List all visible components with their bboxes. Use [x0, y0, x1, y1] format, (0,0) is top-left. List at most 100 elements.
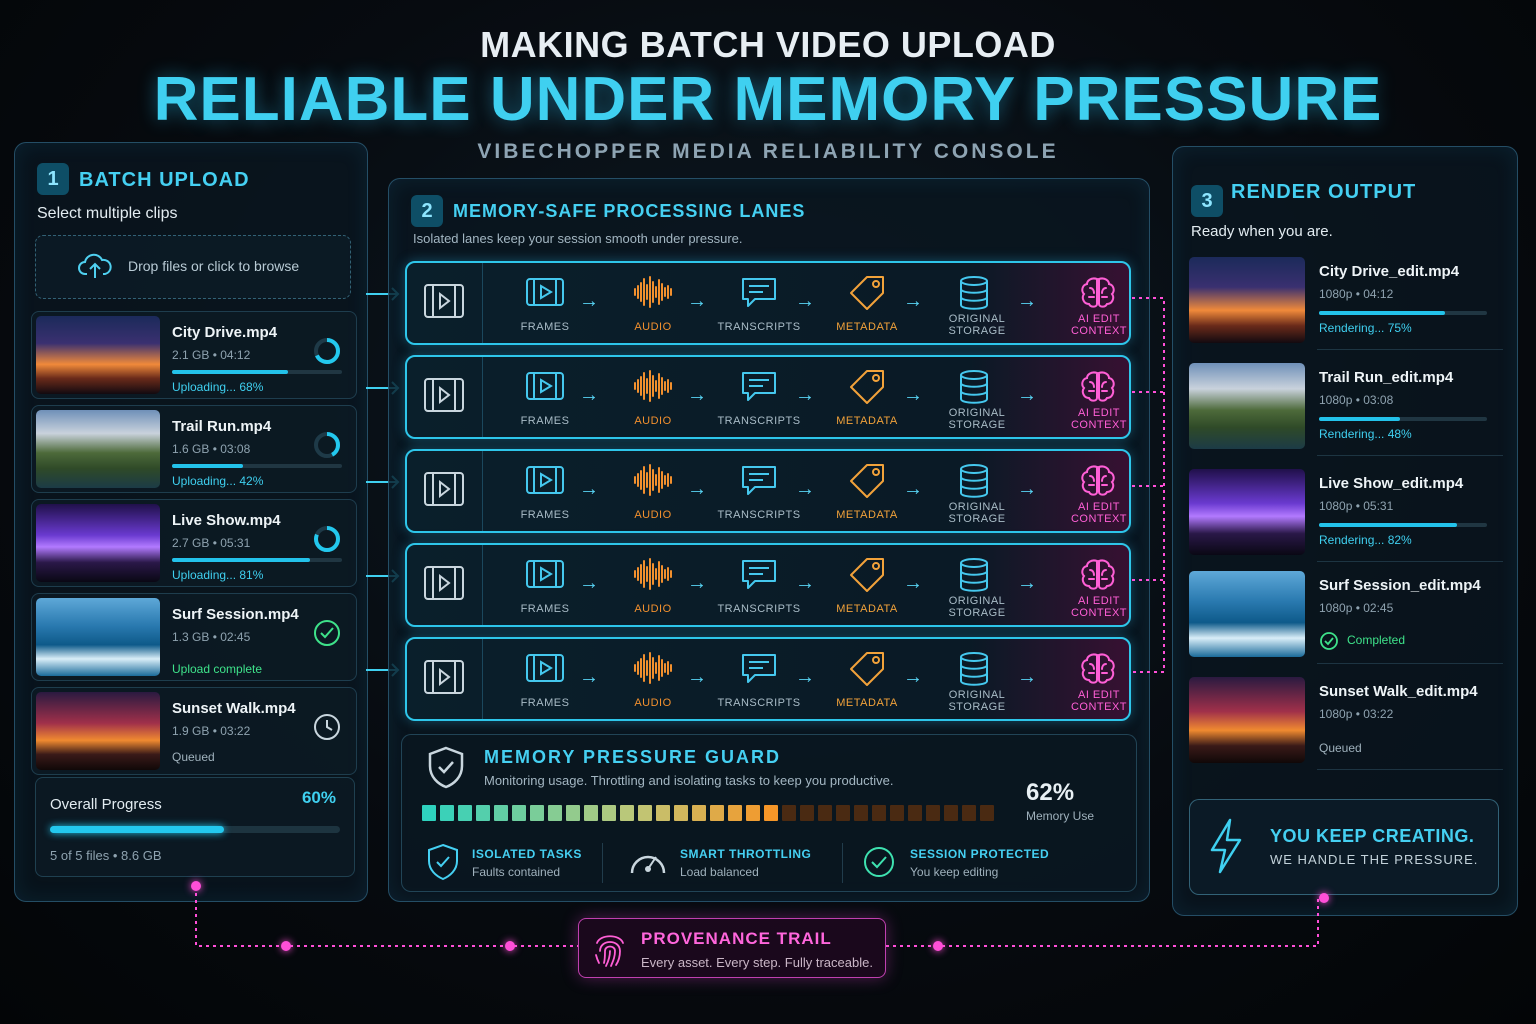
memory-meter-segment — [764, 805, 778, 821]
callout-card: YOU KEEP CREATING. WE HANDLE THE PRESSUR… — [1189, 799, 1499, 895]
stage-label: FRAMES — [520, 415, 570, 427]
divider — [1317, 769, 1503, 770]
page-title: RELIABLE UNDER MEMORY PRESSURE — [153, 65, 1383, 134]
render-row[interactable]: Live Show_edit.mp4 1080p • 05:31 Renderi… — [1187, 465, 1503, 562]
outflow-connector — [1132, 297, 1165, 673]
stage-audio: AUDIO — [605, 357, 701, 437]
provenance-trail: PROVENANCE TRAIL Every asset. Every step… — [578, 918, 886, 978]
render-progress-bar — [1319, 311, 1487, 315]
render-status: Queued — [1319, 741, 1362, 755]
stage-label: AI EDIT CONTEXT — [1070, 313, 1128, 337]
divider — [1317, 663, 1503, 664]
database-icon — [960, 558, 988, 592]
clip-status: Upload complete — [172, 662, 263, 676]
memory-meter-segment — [692, 805, 706, 821]
render-thumbnail — [1189, 571, 1305, 657]
fingerprint-icon — [595, 935, 624, 967]
render-meta: 1080p • 03:08 — [1319, 393, 1394, 407]
stage-label: TRANSCRIPTS — [717, 603, 801, 615]
video-file-icon — [424, 660, 464, 694]
render-meta: 1080p • 03:22 — [1319, 707, 1394, 721]
feature-subtitle: Load balanced — [680, 865, 759, 879]
render-name: City Drive_edit.mp4 — [1319, 263, 1460, 280]
lane-source — [407, 263, 483, 343]
stage-label: TRANSCRIPTS — [717, 697, 801, 709]
provenance-node — [505, 941, 515, 951]
feature-subtitle: Faults contained — [472, 865, 561, 879]
memory-meter-segment — [944, 805, 958, 821]
processing-lane: FRAMES AUDIO TRANSCRIPTS METADATA ORIGIN… — [405, 543, 1131, 627]
clip-row[interactable]: Live Show.mp4 2.7 GB • 05:31 Uploading..… — [31, 499, 357, 587]
stage-frames: FRAMES — [497, 451, 593, 531]
stage-audio: AUDIO — [605, 451, 701, 531]
provenance-node — [281, 941, 291, 951]
clip-name: Surf Session.mp4 — [172, 606, 299, 623]
film-frames-icon — [526, 560, 564, 588]
render-thumbnail — [1189, 363, 1305, 449]
memory-meter-segment — [548, 805, 562, 821]
video-file-icon — [424, 284, 464, 318]
tag-icon — [850, 370, 884, 404]
clip-name: Sunset Walk.mp4 — [172, 700, 296, 717]
render-row[interactable]: Trail Run_edit.mp4 1080p • 03:08 Renderi… — [1187, 359, 1503, 456]
memory-meter-segment — [728, 805, 742, 821]
stage-transcripts: TRANSCRIPTS — [711, 451, 807, 531]
clip-name: Trail Run.mp4 — [172, 418, 272, 435]
film-frames-icon — [526, 654, 564, 682]
render-status: Rendering... 75% — [1319, 321, 1412, 335]
dropzone-label: Drop files or click to browse — [128, 258, 300, 274]
memory-meter-segment — [890, 805, 904, 821]
stage-audio: AUDIO — [605, 263, 701, 343]
processing-lane: FRAMES AUDIO TRANSCRIPTS METADATA ORIGIN… — [405, 449, 1131, 533]
arrow-right-icon: → — [1017, 572, 1037, 594]
render-row[interactable]: Sunset Walk_edit.mp4 1080p • 03:22 Queue… — [1187, 673, 1503, 770]
stage-label: AUDIO — [634, 415, 672, 427]
stage-label: AUDIO — [634, 603, 672, 615]
clip-row[interactable]: Surf Session.mp4 1.3 GB • 02:45 Upload c… — [31, 593, 357, 681]
database-icon — [960, 276, 988, 310]
render-output-panel: 3 RENDER OUTPUT Ready when you are. City… — [1172, 146, 1518, 916]
clip-row[interactable]: City Drive.mp4 2.1 GB • 04:12 Uploading.… — [31, 311, 357, 399]
arrow-right-icon: → — [687, 384, 707, 406]
stage-label: TRANSCRIPTS — [717, 415, 801, 427]
arrow-right-icon: → — [1017, 478, 1037, 500]
arrow-right-icon: → — [903, 478, 923, 500]
stage-frames: FRAMES — [497, 545, 593, 625]
panel-title: RENDER OUTPUT — [1231, 181, 1417, 203]
render-name: Sunset Walk_edit.mp4 — [1319, 683, 1478, 700]
video-file-icon — [424, 566, 464, 600]
arrow-right-icon: → — [903, 384, 923, 406]
guard-description: Monitoring usage. Throttling and isolati… — [484, 773, 894, 788]
render-row[interactable]: Surf Session_edit.mp4 1080p • 02:45 Comp… — [1187, 567, 1503, 664]
render-meta: 1080p • 02:45 — [1319, 601, 1394, 615]
panel-subtitle: Isolated lanes keep your session smooth … — [413, 231, 743, 246]
arrow-right-icon: → — [687, 290, 707, 312]
clip-row[interactable]: Sunset Walk.mp4 1.9 GB • 03:22 Queued — [31, 687, 357, 775]
lane-source — [407, 357, 483, 437]
stage-label: AI EDIT CONTEXT — [1070, 501, 1128, 525]
brain-icon — [1081, 653, 1115, 684]
dropzone[interactable]: Drop files or click to browse — [35, 235, 351, 299]
memory-meter-segment — [872, 805, 886, 821]
render-name: Live Show_edit.mp4 — [1319, 475, 1464, 492]
memory-meter-segment — [422, 805, 436, 821]
clip-status: Uploading... 42% — [172, 474, 264, 488]
stage-label: TRANSCRIPTS — [717, 509, 801, 521]
stage-frames: FRAMES — [497, 263, 593, 343]
clip-row[interactable]: Trail Run.mp4 1.6 GB • 03:08 Uploading..… — [31, 405, 357, 493]
overall-summary: 5 of 5 files • 8.6 GB — [50, 848, 162, 863]
clip-meta: 1.3 GB • 02:45 — [172, 630, 251, 644]
divider — [1317, 455, 1503, 456]
render-row[interactable]: City Drive_edit.mp4 1080p • 04:12 Render… — [1187, 253, 1503, 350]
divider — [1317, 561, 1503, 562]
stage-label: FRAMES — [520, 321, 570, 333]
callout-subtitle: WE HANDLE THE PRESSURE. — [1270, 852, 1479, 867]
memory-meter-segment — [656, 805, 670, 821]
arrow-right-icon: → — [795, 384, 815, 406]
step-number: 2 — [411, 195, 443, 227]
clip-name: Live Show.mp4 — [172, 512, 281, 529]
memory-label: Memory Use — [1026, 809, 1095, 823]
shield-icon — [428, 746, 464, 789]
memory-meter-segment — [746, 805, 760, 821]
shield-check-icon — [428, 843, 458, 881]
